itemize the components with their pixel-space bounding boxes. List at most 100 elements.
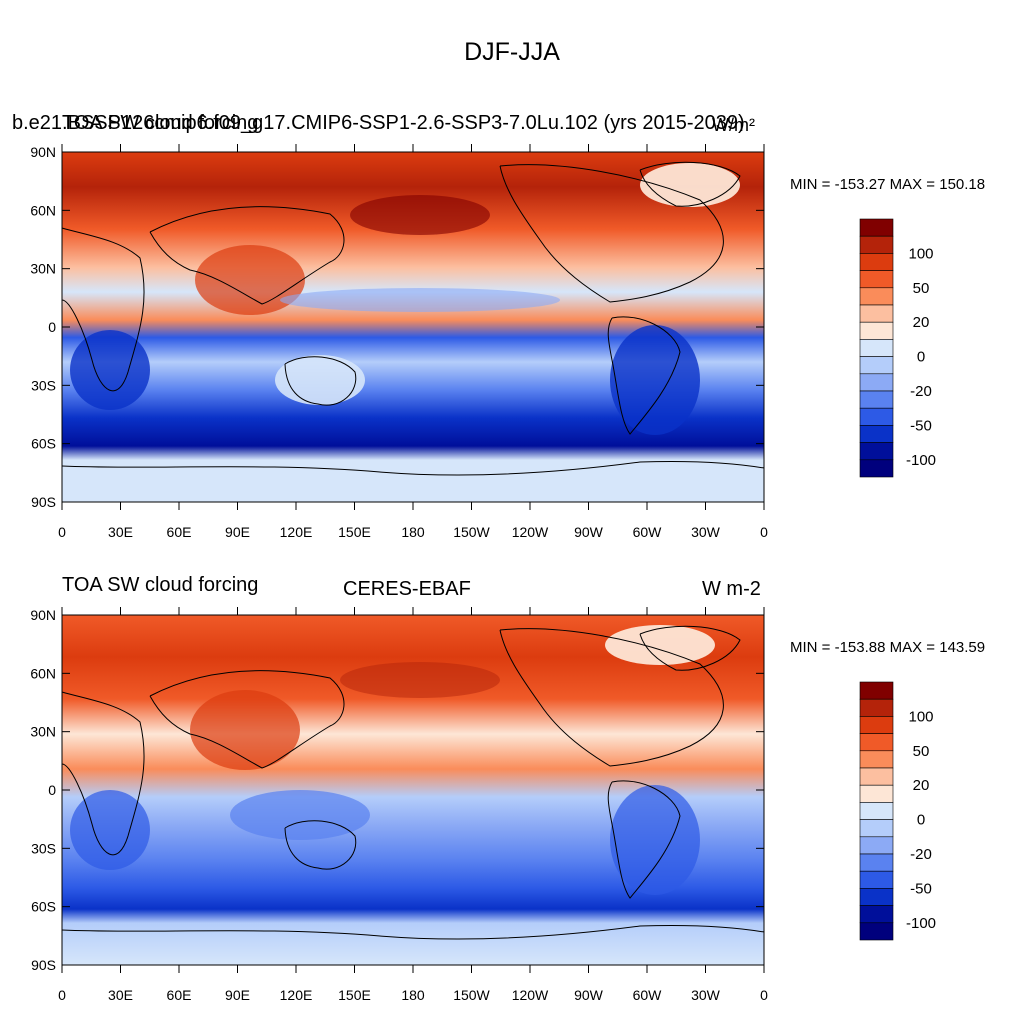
- panel2-coast-samerica: [607, 780, 681, 899]
- panel2-colorbar-box: [859, 870, 894, 889]
- panel2-map: [61, 614, 765, 966]
- panel2-colorbar-box: [859, 819, 894, 838]
- panel2-coast-greenland: [639, 625, 741, 671]
- panel2-colorbar-box: [859, 888, 894, 906]
- panel2-lon-label: 90E: [225, 987, 250, 1003]
- panel1-lon-label: 90W: [574, 524, 604, 540]
- panel1-lat-label: 60N: [30, 202, 56, 218]
- panel2-lon-label: 30W: [691, 987, 721, 1003]
- panel2-colorbar-label: 0: [917, 812, 925, 829]
- panel1-colorbar-box: [859, 304, 894, 323]
- panel2-colorbar-box: [859, 698, 894, 717]
- panel2-colorbar-label: 20: [913, 777, 930, 794]
- panel2-lat-label: 30N: [30, 724, 56, 740]
- panel1-colorbar-box: [859, 373, 894, 392]
- panel2-colorbar-box: [859, 767, 894, 786]
- panel1-lon-label: 120E: [280, 524, 313, 540]
- panel2-colorbar-label: -20: [910, 846, 932, 863]
- panel1-coast-africa: [61, 227, 145, 392]
- panel2-lat-label: 60N: [30, 665, 56, 681]
- panel1-colorbar-box: [859, 253, 894, 271]
- panel1-colorbar-box: [859, 339, 894, 357]
- panel1-lat-label: 60S: [31, 436, 56, 452]
- panel2-center-title: CERES-EBAF: [343, 578, 471, 600]
- panel2-colorbar-box: [859, 853, 894, 872]
- panel1-left-title: TOA SW cloud forcing: [62, 112, 259, 134]
- panel1-lat-label: 90S: [31, 494, 56, 510]
- panel1-colorbar-box: [859, 270, 894, 289]
- panel1-lon-label: 60W: [633, 524, 663, 540]
- panel2-colorbar-label: -50: [910, 880, 932, 897]
- panel2-left-title: TOA SW cloud forcing: [62, 574, 259, 596]
- panel2-blob-npacific: [340, 662, 500, 698]
- panel2-coast-africa: [61, 691, 145, 856]
- panel1-blob-npacific: [350, 195, 490, 235]
- panel2-coast-antarctica: [61, 924, 765, 940]
- colorbar-layer: 100 50 20 0 -20 -50 -100 100 50 20 0 -20 -50 -100: [859, 218, 936, 941]
- panel2-colorbar-box: [859, 681, 894, 700]
- panel1-coast-namerica: [499, 164, 724, 303]
- panel1-colorbar-label: 100: [908, 245, 933, 262]
- panel1-map: [61, 151, 765, 503]
- panel1-case-title: b.e21.BSSP126cmip6.f09_g17.CMIP6-SSP1-2.…: [12, 112, 745, 134]
- panel2-blob-africa: [70, 790, 150, 870]
- panel2-lon-label: 90W: [574, 987, 604, 1003]
- panel1-minmax: MIN = -153.27 MAX = 150.18: [790, 176, 986, 193]
- panel1-lat-label: 30S: [31, 377, 56, 393]
- panel1-colorbar-box: [859, 459, 894, 478]
- panel1-lat-label: 30N: [30, 261, 56, 277]
- panel1-blob-samerica: [610, 325, 700, 435]
- panel1-coast-samerica: [607, 316, 681, 435]
- panel2-lon-label: 180: [401, 987, 425, 1003]
- panel1-lon-label: 120W: [512, 524, 549, 540]
- panel1-lon-label: 90E: [225, 524, 250, 540]
- panel2-lat-label: 90N: [30, 607, 56, 623]
- panel1-colorbar-label: 50: [913, 280, 930, 297]
- panel2-lat-label: 90S: [31, 957, 56, 973]
- panel1-colorbar-label: -100: [906, 452, 936, 469]
- panel2-blob-maritime: [230, 790, 370, 840]
- panel1-blob-greenland: [640, 163, 740, 207]
- panel2-coast-eurasia: [149, 670, 345, 769]
- panel2-lon-label: 150E: [338, 987, 371, 1003]
- panel1-colorbar-box: [859, 442, 894, 461]
- panel2-colorbar-label: 100: [908, 708, 933, 725]
- panel2-blob-asia: [190, 690, 300, 770]
- panel2-colorbar-box: [859, 922, 894, 941]
- panel2-lon-label: 30E: [108, 987, 133, 1003]
- panel1-colorbar-box: [859, 425, 894, 443]
- panel2-colorbar-label: 50: [913, 743, 930, 760]
- panel2-minmax: MIN = -153.88 MAX = 143.59: [790, 639, 986, 656]
- panel2-coast-namerica: [499, 628, 724, 767]
- panel1-lat-label: 90N: [30, 144, 56, 160]
- panel2-lat-label: 60S: [31, 899, 56, 915]
- main-title: DJF-JJA: [464, 38, 560, 66]
- panel1-blob-pacific: [280, 288, 560, 312]
- panel2-lon-label: 0: [760, 987, 768, 1003]
- panel2-lat-label: 30S: [31, 840, 56, 856]
- panel2-colorbar-box: [859, 784, 894, 803]
- panel1-blob-australia: [275, 355, 365, 405]
- panel2-coast-australia: [284, 820, 357, 870]
- panel1-colorbar-label: 0: [917, 349, 925, 366]
- panel2-lon-label: 60E: [167, 987, 192, 1003]
- panel1-coast-eurasia: [149, 206, 345, 305]
- panel2-lon-label: 120E: [280, 987, 313, 1003]
- panel1-units: W/m²: [712, 115, 755, 135]
- panel1-colorbar-label: 20: [913, 314, 930, 331]
- panel2-lat-label: 0: [48, 782, 56, 798]
- panel1-lon-label: 150W: [453, 524, 490, 540]
- panel2-colorbar-box: [859, 802, 894, 820]
- panel2-lon-label: 0: [58, 987, 66, 1003]
- panel1-colorbar-box: [859, 390, 894, 409]
- panel1-colorbar-box: [859, 407, 894, 426]
- panel1-colorbar-box: [859, 356, 894, 375]
- panel2-colorbar-box: [859, 716, 894, 734]
- panel2-lon-label: 150W: [453, 987, 490, 1003]
- panel1-lon-label: 30E: [108, 524, 133, 540]
- panel1-colorbar-box: [859, 321, 894, 340]
- panel1-colorbar-box: [859, 287, 894, 306]
- panel1-lat-label: 0: [48, 319, 56, 335]
